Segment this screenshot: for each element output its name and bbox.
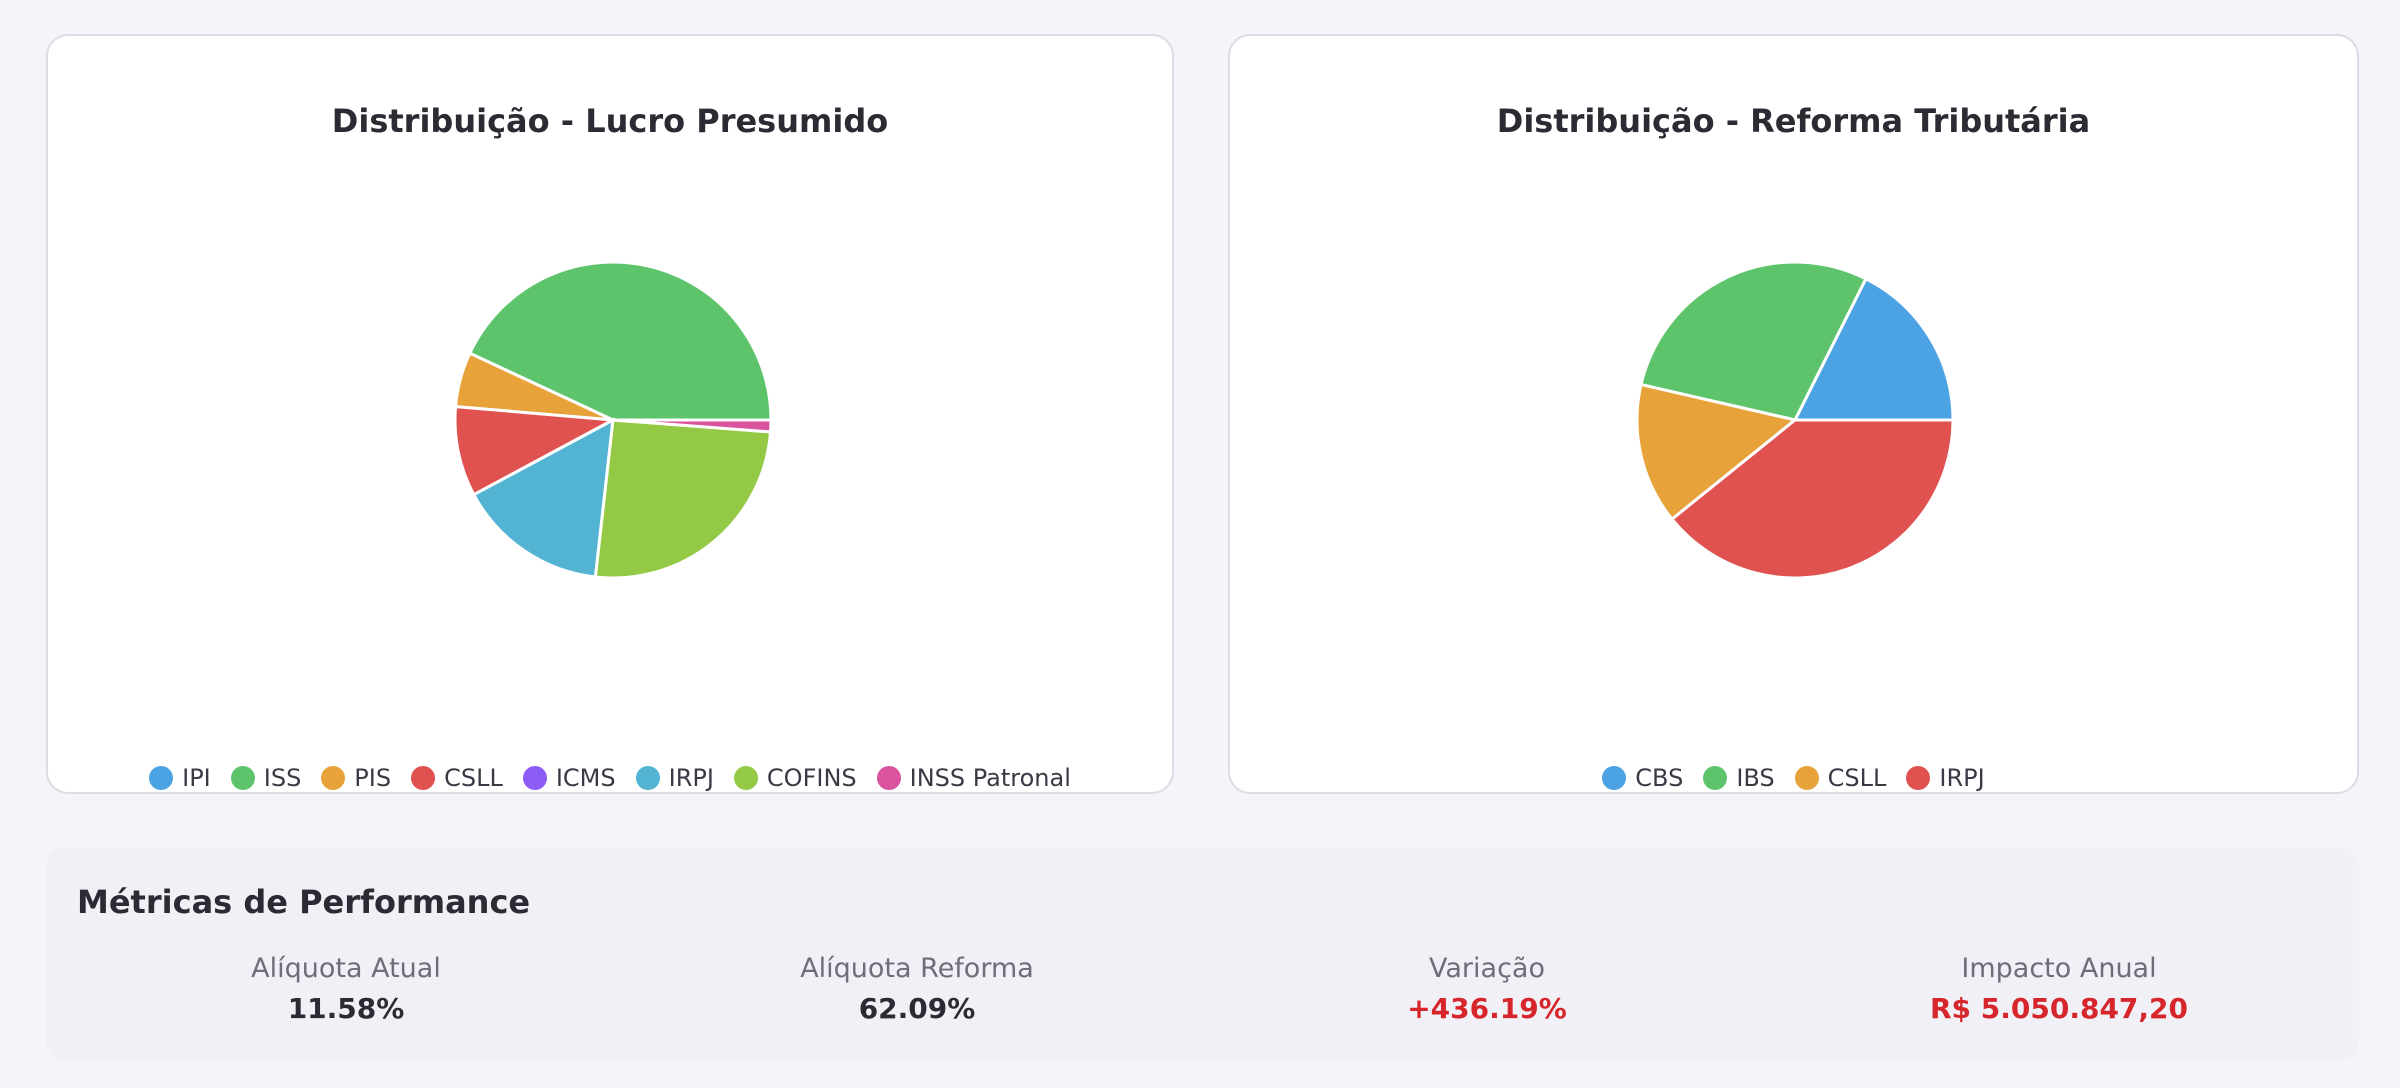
legend-item: CSLL bbox=[411, 764, 503, 792]
metric-value: 11.58% bbox=[287, 992, 405, 1025]
pie-slice bbox=[453, 405, 619, 497]
legend-item: IPI bbox=[149, 764, 211, 792]
legend-swatch bbox=[635, 766, 660, 790]
legend-swatch bbox=[411, 766, 436, 790]
legend-item: CBS bbox=[1602, 764, 1683, 792]
legend: CBS IBS CSLL IRPJ bbox=[1230, 764, 2357, 792]
pie-slice bbox=[1635, 382, 1799, 522]
legend-swatch bbox=[733, 766, 758, 790]
legend-swatch bbox=[1906, 766, 1931, 790]
metric-label: Alíquota Atual bbox=[251, 953, 441, 984]
metrics-title: Métricas de Performance bbox=[77, 883, 531, 921]
legend: IPI ISS PIS CSLL ICMS IRPJ COFINS INSS Patronal bbox=[48, 764, 1172, 792]
chart-title: Distribuição - Lucro Presumido bbox=[331, 102, 889, 140]
legend-swatch bbox=[1703, 766, 1728, 790]
pie-slice bbox=[1792, 276, 1955, 422]
legend-label: IPI bbox=[182, 764, 211, 792]
metric-value: 62.09% bbox=[858, 992, 976, 1025]
legend-item: ISS bbox=[230, 764, 302, 792]
legend-label: CSLL bbox=[444, 764, 503, 792]
pie-slice bbox=[467, 260, 773, 422]
legend-label: INSS Patronal bbox=[909, 764, 1071, 792]
metric: Variação +436.19% bbox=[1207, 953, 1767, 1025]
legend-swatch bbox=[321, 766, 346, 790]
legend-item: INSS Patronal bbox=[876, 764, 1071, 792]
legend-swatch bbox=[230, 766, 255, 790]
legend-item: IRPJ bbox=[635, 764, 714, 792]
pie-chart bbox=[1635, 260, 1955, 580]
legend-swatch bbox=[1794, 766, 1819, 790]
legend-label: IBS bbox=[1736, 764, 1775, 792]
metric: Impacto Anual R$ 5.050.847,20 bbox=[1779, 953, 2339, 1025]
legend-swatch bbox=[522, 766, 547, 790]
metrics-panel: Métricas de Performance Alíquota Atual 1… bbox=[46, 847, 2359, 1061]
pie-chart bbox=[453, 260, 773, 580]
metric-value: +436.19% bbox=[1407, 992, 1567, 1025]
legend-item: ICMS bbox=[522, 764, 616, 792]
metric-label: Impacto Anual bbox=[1961, 953, 2157, 984]
metric-label: Alíquota Reforma bbox=[800, 953, 1034, 984]
chart-card: Distribuição - Reforma Tributária CBS IBS… bbox=[1228, 34, 2359, 794]
metric-label: Variação bbox=[1429, 953, 1545, 984]
legend-item: COFINS bbox=[733, 764, 857, 792]
metric: Alíquota Reforma 62.09% bbox=[637, 953, 1197, 1025]
legend-label: CSLL bbox=[1827, 764, 1887, 792]
metric: Alíquota Atual 11.58% bbox=[66, 953, 626, 1025]
pie-slice bbox=[1639, 260, 1868, 422]
legend-swatch bbox=[1602, 766, 1627, 790]
legend-swatch bbox=[876, 766, 901, 790]
legend-label: COFINS bbox=[766, 764, 857, 792]
legend-label: CBS bbox=[1635, 764, 1684, 792]
pie-slice bbox=[612, 418, 773, 434]
metric-value: R$ 5.050.847,20 bbox=[1929, 992, 2189, 1025]
legend-item: IRPJ bbox=[1906, 764, 1985, 792]
legend-item: IBS bbox=[1703, 764, 1775, 792]
legend-swatch bbox=[149, 766, 174, 790]
legend-item: CSLL bbox=[1794, 764, 1887, 792]
legend-item: PIS bbox=[321, 764, 391, 792]
legend-label: IRPJ bbox=[668, 764, 714, 792]
legend-label: IRPJ bbox=[1939, 764, 1985, 792]
chart-title: Distribuição - Reforma Tributária bbox=[1496, 102, 2091, 140]
chart-card: Distribuição - Lucro Presumido IPI ISS PIS… bbox=[46, 34, 1174, 794]
legend-label: ISS bbox=[263, 764, 302, 792]
pie-slice bbox=[1669, 418, 1955, 580]
pie-slice bbox=[471, 417, 615, 579]
legend-label: ICMS bbox=[555, 764, 616, 792]
legend-label: PIS bbox=[354, 764, 392, 792]
pie-slice bbox=[593, 418, 773, 580]
